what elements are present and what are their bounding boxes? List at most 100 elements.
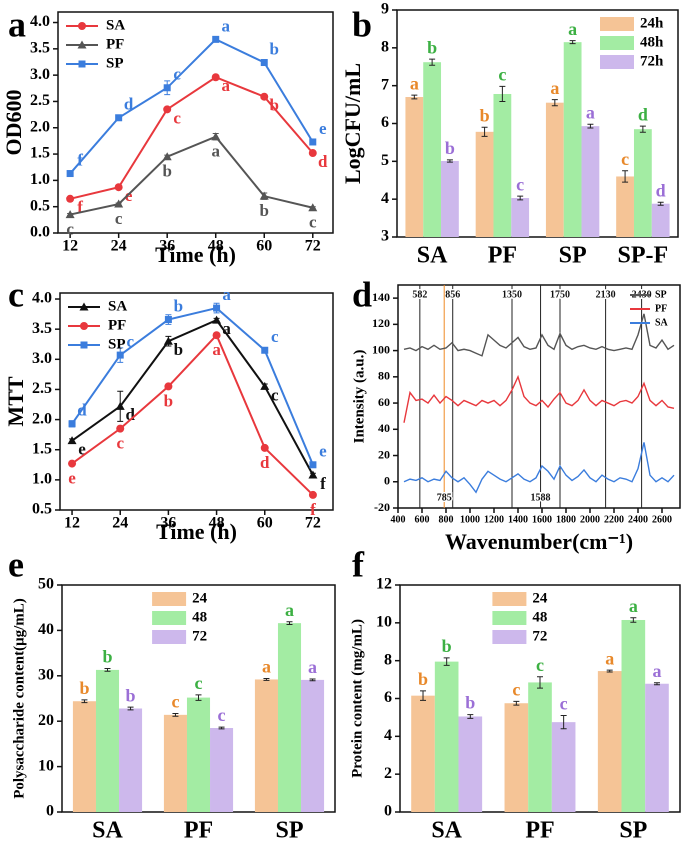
significance-letter: b xyxy=(442,636,452,656)
y-tick-label: 120 xyxy=(372,316,390,330)
error-bar xyxy=(263,678,270,681)
bar xyxy=(545,102,564,237)
significance-letter: d xyxy=(260,453,270,472)
significance-letter: b xyxy=(102,647,112,667)
x-tick-label: 1600 xyxy=(532,514,552,525)
significance-letter: b xyxy=(465,693,475,713)
x-tick-label: 600 xyxy=(415,514,430,525)
x-axis-title: Wavenumber(cm⁻¹) xyxy=(445,529,633,554)
panel-label: b xyxy=(352,4,372,44)
point xyxy=(309,138,317,146)
x-tick-label: 1800 xyxy=(556,514,576,525)
point xyxy=(162,152,172,161)
y-tick-label: 1.5 xyxy=(30,145,50,162)
x-tick-label: 1200 xyxy=(484,514,504,525)
panel-label: c xyxy=(8,274,24,314)
error-bar xyxy=(630,617,637,623)
x-tick-label: 2000 xyxy=(580,514,600,525)
legend-label: 72h xyxy=(640,53,664,69)
significance-letter: d xyxy=(656,180,666,200)
series-line xyxy=(69,76,314,200)
legend-swatch xyxy=(600,17,634,31)
bar xyxy=(511,198,530,237)
x-tick-label: SA xyxy=(417,243,448,269)
bar xyxy=(475,131,494,237)
y-tick-label: 30 xyxy=(38,666,54,683)
x-tick-label: 36 xyxy=(159,238,175,255)
significance-letter: a xyxy=(586,102,595,122)
significance-letter: f xyxy=(310,500,316,519)
significance-letter: c xyxy=(195,673,203,693)
legend-label: SP xyxy=(108,336,126,352)
significance-letter: b xyxy=(270,96,279,115)
x-tick-label: SP xyxy=(275,818,303,844)
x-tick-label: 60 xyxy=(257,515,273,532)
y-tick-label: 2.0 xyxy=(32,410,52,427)
point xyxy=(212,331,221,340)
series-line xyxy=(69,38,314,175)
significance-letter: b xyxy=(260,201,269,220)
y-axis-title: Protein content (mg/mL) xyxy=(349,619,365,778)
significance-letter: f xyxy=(77,150,83,169)
bar xyxy=(441,160,459,237)
panel-label: f xyxy=(352,544,365,584)
point xyxy=(163,336,173,345)
y-axis-title: OD600 xyxy=(1,90,26,156)
y-tick-label: 3.0 xyxy=(30,66,50,83)
significance-letter: e xyxy=(78,440,86,459)
x-tick-label: SA xyxy=(92,818,123,844)
significance-letter: e xyxy=(319,442,327,461)
y-tick-label: 4 xyxy=(384,727,392,744)
error-bar xyxy=(218,726,225,730)
x-tick-label: 12 xyxy=(64,515,80,532)
point xyxy=(163,84,171,92)
legend-marker xyxy=(80,322,88,330)
point xyxy=(65,210,75,219)
y-tick-label: 1.5 xyxy=(32,440,52,457)
significance-letter: a xyxy=(410,73,419,93)
significance-letter: a xyxy=(568,19,577,39)
y-tick-label: 0.0 xyxy=(30,224,50,241)
point xyxy=(67,436,77,445)
significance-letter: c xyxy=(498,65,506,85)
significance-letter: a xyxy=(652,661,661,681)
significance-letter: b xyxy=(126,685,136,705)
x-tick-label: 400 xyxy=(391,514,406,525)
peak-label: 2130 xyxy=(596,289,616,300)
y-tick-label: 0.5 xyxy=(30,197,50,214)
significance-letter: d xyxy=(125,405,135,424)
significance-letter: c xyxy=(536,655,544,675)
point xyxy=(260,381,270,390)
point xyxy=(116,424,125,433)
error-bar xyxy=(104,668,111,672)
point xyxy=(163,105,172,114)
significance-letter: a xyxy=(605,648,614,668)
point xyxy=(116,351,124,359)
point xyxy=(308,203,318,212)
significance-letter: f xyxy=(320,474,326,493)
bar xyxy=(581,126,600,237)
significance-letter: d xyxy=(318,152,328,171)
y-tick-label: 140 xyxy=(372,290,390,304)
point xyxy=(212,315,222,324)
y-axis-title: MTT xyxy=(3,376,28,426)
y-tick-label: 6 xyxy=(384,689,392,706)
y-axis-title: Intensity (a.u.) xyxy=(351,350,367,444)
significance-letter: c xyxy=(512,679,520,699)
significance-letter: d xyxy=(77,401,87,420)
significance-letter: c xyxy=(173,108,181,127)
significance-letter: b xyxy=(480,105,490,125)
series-line xyxy=(71,318,314,476)
series-line xyxy=(403,374,675,423)
peak-label: 1350 xyxy=(502,289,522,300)
panel-label: d xyxy=(352,274,372,314)
y-tick-label: 20 xyxy=(38,712,54,729)
significance-letter: c xyxy=(218,705,226,725)
peak-label: 856 xyxy=(445,289,460,300)
bar xyxy=(651,203,670,237)
point xyxy=(213,304,221,312)
significance-letter: a xyxy=(222,285,231,304)
bar xyxy=(493,93,512,238)
x-tick-label: 1000 xyxy=(460,514,480,525)
legend-label: 48h xyxy=(640,34,664,50)
